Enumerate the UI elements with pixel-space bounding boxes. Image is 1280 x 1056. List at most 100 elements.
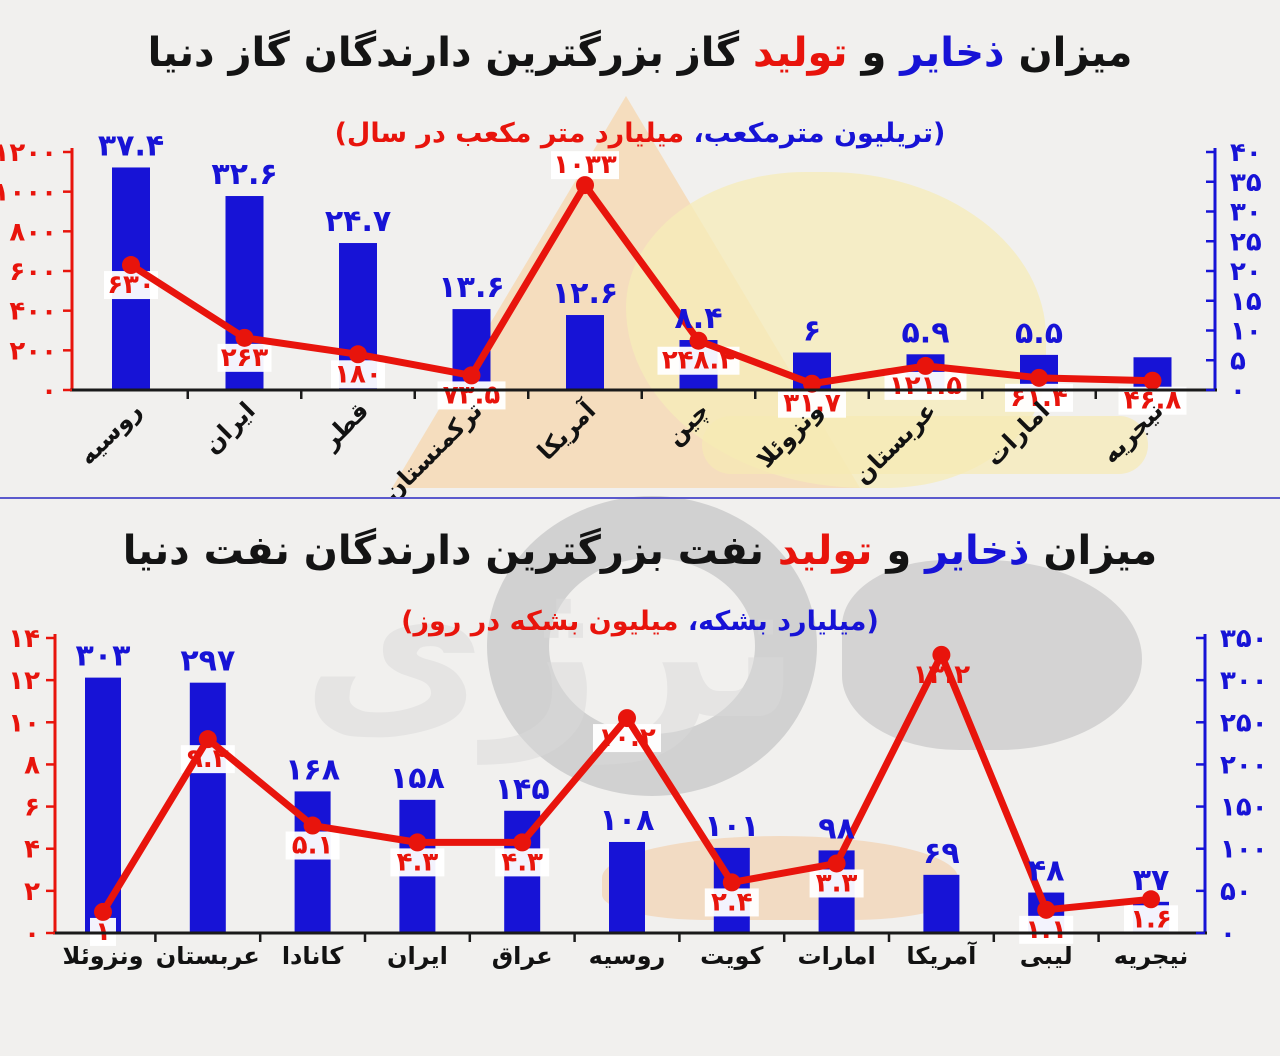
line-label-box [551, 151, 619, 180]
title-segment: ذخایر [900, 30, 1005, 76]
bar-value-label: ۳۲.۶ [211, 157, 277, 192]
line-point [408, 833, 427, 852]
title-segment: (تریلیون مترمکعب، [684, 118, 946, 149]
line-label-box [884, 371, 967, 400]
bar-value-label: ۵.۹ [901, 315, 949, 350]
line-point [1037, 900, 1056, 919]
oil-chart: میزان ذخایر و تولید نفت بزرگترین دارندگا… [0, 500, 1280, 1056]
title-segment: تولید [777, 528, 873, 574]
left-axis-tick-label: ۲ [24, 877, 40, 907]
line-point-label: ۳.۳ [816, 868, 858, 898]
left-axis-tick-label: ۴ [24, 835, 40, 865]
gas-chart-subtitle: (تریلیون مترمکعب، میلیارد متر مکعب در سا… [0, 118, 1280, 149]
bar-value-label: ۱۵۸ [390, 761, 445, 796]
right-axis-tick-label: ۳۰ [1230, 198, 1262, 228]
left-axis-tick-label: ۲۰۰ [9, 336, 57, 366]
bar-value-label: ۱۰۸ [600, 803, 655, 838]
line-point-label: ۶۳۰ [107, 270, 155, 300]
line-point [1030, 368, 1048, 387]
line-point [513, 833, 532, 852]
line-point-label: ۹.۲ [187, 744, 229, 774]
line-point [618, 709, 636, 728]
bar-value-label: ۴۸ [1028, 854, 1065, 889]
line-point [1142, 890, 1160, 909]
bar [609, 841, 645, 933]
line-point-label: ۱.۱ [1025, 915, 1067, 945]
line-point [94, 902, 112, 921]
line-point [827, 854, 846, 873]
right-axis-tick-label: ۲۰ [1230, 257, 1262, 287]
title-segment: میزان [1004, 30, 1133, 76]
right-axis-tick-label: ۴۰ [1230, 138, 1262, 168]
line-point-label: ۱۸۰ [334, 359, 382, 389]
line-label-box [390, 848, 445, 877]
line-point-label: ۲۶۳ [221, 343, 269, 373]
category-label: ایران [198, 396, 261, 459]
right-axis-tick-label: ۰ [1220, 919, 1236, 949]
right-axis-tick-label: ۳۵ [1230, 168, 1262, 198]
left-axis-tick-label: ۱۴ [8, 624, 40, 654]
line-point-label: ۱۰۳۳ [553, 150, 617, 180]
right-axis-tick-label: ۱۵ [1230, 287, 1262, 317]
line-point [932, 645, 951, 664]
category-label: نیجریه [1114, 942, 1189, 970]
right-axis-tick-label: ۲۵۰ [1220, 708, 1268, 738]
bar-value-label: ۲۴.۷ [325, 204, 391, 239]
right-axis-tick-label: ۵۰ [1220, 877, 1252, 907]
title-segment: گاز بزرگترین دارندگان گاز دنیا [147, 30, 754, 76]
category-label: آمریکا [906, 941, 977, 970]
category-label: ونزوئلا [62, 942, 143, 970]
oil-chart-title: میزان ذخایر و تولید نفت بزرگترین دارندگا… [0, 528, 1280, 574]
divider-line [0, 497, 1280, 499]
line-label-box [704, 888, 759, 917]
line-point-label: ۱.۶ [1130, 904, 1172, 934]
line-point [722, 873, 741, 892]
right-axis-tick-label: ۵ [1230, 346, 1246, 376]
category-label: آمریکا [531, 395, 602, 466]
right-axis-tick-label: ۰ [1230, 376, 1246, 406]
right-axis-tick-label: ۱۰ [1230, 317, 1262, 347]
gas-chart: میزان ذخایر و تولید گاز بزرگترین دارندگا… [0, 0, 1280, 497]
line-label-box [285, 831, 340, 860]
left-axis-tick-label: ۱۲۰۰ [0, 138, 57, 168]
category-label: ترکمنستان [378, 396, 488, 497]
bar-value-label: ۱۲.۶ [552, 276, 618, 311]
bar-value-label: ۱۳.۶ [438, 270, 504, 305]
line-point [235, 328, 254, 347]
bar-value-label: ۸.۴ [674, 301, 722, 336]
title-segment: میلیون بشکه در روز) [401, 606, 679, 637]
line-point [803, 374, 821, 393]
title-segment: نفت بزرگترین دارندگان نفت دنیا [122, 528, 778, 574]
line-point-label: ۵.۱ [292, 831, 334, 861]
category-label: روسیه [589, 942, 666, 970]
line-point-label: ۲.۴ [711, 887, 753, 917]
line-point-label: ۶۱.۴ [1010, 383, 1067, 413]
category-label: عربستان [156, 942, 260, 970]
left-axis-tick-label: ۰ [41, 376, 57, 406]
left-axis-tick-label: ۱۰ [8, 708, 40, 738]
line-label-box [217, 343, 272, 372]
category-label: چین [661, 396, 715, 450]
category-label: کویت [700, 942, 763, 970]
line-point [1143, 371, 1162, 390]
bar-value-label: ۹۸ [818, 811, 855, 846]
category-label: عراق [492, 942, 553, 970]
category-label: امارات [797, 942, 875, 970]
right-axis-tick-label: ۳۵۰ [1220, 624, 1268, 654]
left-axis-tick-label: ۸۰۰ [9, 217, 57, 247]
title-segment: و [847, 30, 901, 76]
line-point [303, 816, 322, 835]
right-axis-tick-label: ۳۰۰ [1220, 666, 1268, 696]
left-axis-tick-label: ۴۰۰ [9, 297, 57, 327]
bar-value-label: ۵.۵ [1015, 316, 1063, 351]
left-axis-tick-label: ۸ [24, 750, 40, 780]
line-point [198, 730, 217, 749]
line-point [122, 256, 140, 275]
line-point-label: ۳۱.۷ [783, 389, 841, 419]
title-segment: تولید [753, 30, 848, 76]
category-label: کانادا [282, 942, 344, 970]
line-label-box [778, 389, 846, 418]
gas-chart-title: میزان ذخایر و تولید گاز بزرگترین دارندگا… [0, 30, 1280, 76]
